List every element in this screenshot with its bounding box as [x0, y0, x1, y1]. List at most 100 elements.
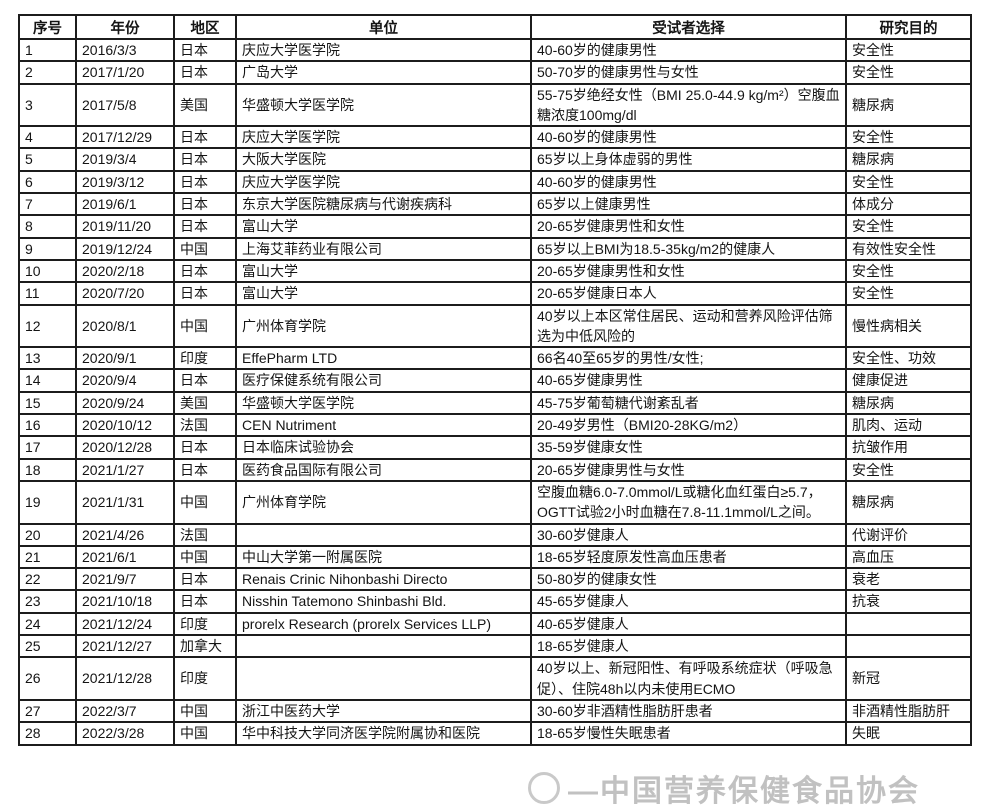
cell-year: 2021/12/28	[75, 656, 175, 701]
column-header-purpose: 研究目的	[845, 14, 972, 40]
cell-region: 美国	[173, 390, 237, 416]
cell-subjects: 45-65岁健康人	[530, 589, 847, 614]
table-row: 16 2020/10/12 法国 CEN Nutriment 20-49岁男性（BMI2…	[18, 413, 972, 438]
cell-institution: 医药食品国际有限公司	[235, 457, 532, 482]
cell-institution: 庆应大学医学院	[235, 37, 532, 63]
table-row: 20 2021/4/26 法国 30-60岁健康人 代谢评价	[18, 522, 972, 547]
cell-institution: 上海艾菲药业有限公司	[235, 236, 532, 261]
cell-subjects: 40岁以上本区常住居民、运动和营养风险评估筛选为中低风险的	[530, 303, 847, 349]
clinical-trials-table-container: 序号 年份 地区 单位 受试者选择 研究目的 1 2016/3/3 日本 庆应大学医学…	[18, 14, 972, 746]
table-row: 9 2019/12/24 中国 上海艾菲药业有限公司 65岁以上BMI为18.5-35k…	[18, 236, 972, 261]
cell-year: 2020/12/28	[75, 435, 175, 460]
cell-institution	[235, 522, 532, 547]
cell-year: 2021/4/26	[75, 522, 175, 547]
cell-subjects: 65岁以上BMI为18.5-35kg/m2的健康人	[530, 236, 847, 261]
cell-purpose: 代谢评价	[845, 522, 972, 547]
cell-index: 25	[18, 634, 77, 659]
cell-region: 日本	[173, 457, 237, 482]
table-row: 6 2019/3/12 日本 庆应大学医学院 40-60岁的健康男性 安全性	[18, 169, 972, 195]
table-row: 3 2017/5/8 美国 华盛顿大学医学院 55-75岁绝经女性（BMI 25.0-4…	[18, 82, 972, 128]
cell-region: 日本	[173, 37, 237, 63]
cell-index: 2	[18, 60, 77, 85]
cell-subjects: 18-65岁慢性失眠患者	[530, 721, 847, 746]
cell-index: 20	[18, 522, 77, 547]
cell-purpose: 糖尿病	[845, 82, 972, 128]
cell-index: 27	[18, 698, 77, 724]
cell-year: 2020/2/18	[75, 258, 175, 284]
cell-region: 日本	[173, 567, 237, 592]
cell-subjects: 20-65岁健康男性和女性	[530, 258, 847, 284]
cell-institution: prorelx Research (prorelx Services LLP)	[235, 611, 532, 637]
cell-subjects: 30-60岁健康人	[530, 522, 847, 547]
column-header-subjects: 受试者选择	[530, 14, 847, 40]
cell-year: 2019/3/4	[75, 147, 175, 172]
cell-subjects: 40-60岁的健康男性	[530, 37, 847, 63]
cell-purpose: 安全性	[845, 60, 972, 85]
cell-subjects: 40-65岁健康男性	[530, 368, 847, 393]
column-header-region: 地区	[173, 14, 237, 40]
watermark-logo-icon	[528, 772, 560, 804]
cell-index: 19	[18, 479, 77, 525]
cell-subjects: 50-70岁的健康男性与女性	[530, 60, 847, 85]
cell-region: 日本	[173, 60, 237, 85]
cell-region: 日本	[173, 435, 237, 460]
cell-region: 中国	[173, 544, 237, 570]
cell-institution	[235, 634, 532, 659]
table-row: 19 2021/1/31 中国 广州体育学院 空腹血糖6.0-7.0mmol/L或糖化血…	[18, 479, 972, 525]
table-row: 22 2021/9/7 日本 Renais Crinic Nihonbashi Dir…	[18, 567, 972, 592]
cell-year: 2019/11/20	[75, 214, 175, 239]
cell-index: 26	[18, 656, 77, 701]
cell-year: 2021/6/1	[75, 544, 175, 570]
cell-year: 2017/12/29	[75, 125, 175, 150]
cell-region: 法国	[173, 413, 237, 438]
table-header-row: 序号 年份 地区 单位 受试者选择 研究目的	[18, 14, 972, 40]
cell-index: 12	[18, 303, 77, 349]
table-row: 18 2021/1/27 日本 医药食品国际有限公司 20-65岁健康男性与女性 安全性	[18, 457, 972, 482]
table-row: 15 2020/9/24 美国 华盛顿大学医学院 45-75岁葡萄糖代谢紊乱者 糖尿病	[18, 390, 972, 416]
cell-region: 中国	[173, 721, 237, 746]
cell-region: 印度	[173, 611, 237, 637]
cell-index: 8	[18, 214, 77, 239]
cell-year: 2021/12/24	[75, 611, 175, 637]
cell-index: 28	[18, 721, 77, 746]
cell-region: 法国	[173, 522, 237, 547]
cell-institution: 中山大学第一附属医院	[235, 544, 532, 570]
cell-institution	[235, 656, 532, 701]
cell-purpose: 安全性	[845, 169, 972, 195]
table-row: 17 2020/12/28 日本 日本临床试验协会 35-59岁健康女性 抗皱作用	[18, 435, 972, 460]
cell-year: 2021/1/27	[75, 457, 175, 482]
cell-institution: 东京大学医院糖尿病与代谢疾病科	[235, 192, 532, 217]
cell-purpose: 安全性	[845, 37, 972, 63]
cell-index: 9	[18, 236, 77, 261]
cell-institution: 浙江中医药大学	[235, 698, 532, 724]
cell-purpose: 糖尿病	[845, 479, 972, 525]
cell-index: 23	[18, 589, 77, 614]
clinical-trials-table: 序号 年份 地区 单位 受试者选择 研究目的 1 2016/3/3 日本 庆应大学医学…	[18, 14, 972, 746]
table-row: 21 2021/6/1 中国 中山大学第一附属医院 18-65岁轻度原发性高血压患者 高血…	[18, 544, 972, 570]
table-row: 1 2016/3/3 日本 庆应大学医学院 40-60岁的健康男性 安全性	[18, 37, 972, 63]
cell-year: 2021/12/27	[75, 634, 175, 659]
table-row: 8 2019/11/20 日本 富山大学 20-65岁健康男性和女性 安全性	[18, 214, 972, 239]
column-header-index: 序号	[18, 14, 77, 40]
cell-institution: CEN Nutriment	[235, 413, 532, 438]
cell-year: 2020/9/24	[75, 390, 175, 416]
cell-index: 15	[18, 390, 77, 416]
cell-region: 日本	[173, 192, 237, 217]
cell-institution: 大阪大学医院	[235, 147, 532, 172]
cell-region: 日本	[173, 214, 237, 239]
cell-institution: EffePharm LTD	[235, 346, 532, 371]
cell-purpose: 失眠	[845, 721, 972, 746]
watermark: —中国营养保健食品协会	[528, 766, 920, 810]
cell-index: 13	[18, 346, 77, 371]
table-row: 12 2020/8/1 中国 广州体育学院 40岁以上本区常住居民、运动和营养风险评估筛…	[18, 303, 972, 349]
cell-purpose: 肌肉、运动	[845, 413, 972, 438]
cell-institution: 医疗保健系统有限公司	[235, 368, 532, 393]
cell-purpose: 安全性、功效	[845, 346, 972, 371]
cell-index: 11	[18, 281, 77, 306]
cell-region: 中国	[173, 698, 237, 724]
cell-year: 2020/10/12	[75, 413, 175, 438]
cell-year: 2019/12/24	[75, 236, 175, 261]
cell-subjects: 20-65岁健康男性与女性	[530, 457, 847, 482]
cell-year: 2020/7/20	[75, 281, 175, 306]
cell-year: 2022/3/28	[75, 721, 175, 746]
